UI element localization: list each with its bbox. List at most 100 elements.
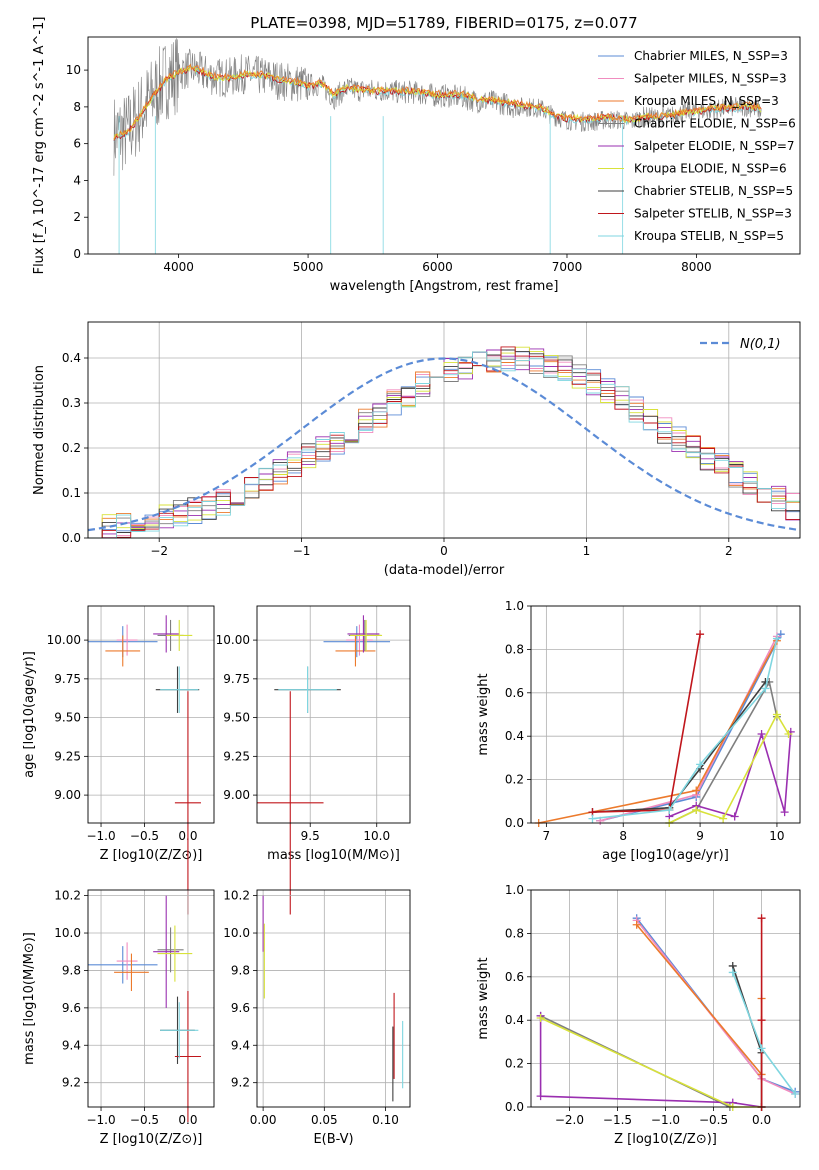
- y-tick-label: 10.0: [54, 926, 81, 940]
- y-tick-label: 9.6: [231, 1001, 250, 1015]
- y-tick-label: 0.4: [505, 1013, 524, 1027]
- gaussian-curve: [87, 357, 801, 532]
- x-tick-label: 6000: [422, 260, 453, 274]
- figure-title: PLATE=0398, MJD=51789, FIBERID=0175, z=0…: [250, 14, 637, 32]
- x-tick-label: 0.10: [372, 1113, 399, 1127]
- y-axis-label: Flux [f_λ 10^-17 erg cm^-2 s^-1 A^-1]: [32, 17, 47, 275]
- y-tick-label: 0: [73, 247, 81, 261]
- y-tick-label: 0.8: [505, 642, 524, 656]
- y-tick-label: 0.6: [505, 686, 524, 700]
- y-tick-label: 10.2: [223, 889, 250, 903]
- y-tick-label: 9.50: [223, 711, 250, 725]
- y-axis-label: age [log10(age/yr)]: [22, 651, 37, 778]
- y-tick-label: 10.00: [47, 633, 81, 647]
- x-tick-label: −1.0: [651, 1113, 680, 1127]
- legend-label: Chabrier MILES, N_SSP=3: [634, 49, 788, 63]
- series-marker: [696, 630, 705, 639]
- y-tick-label: 0.0: [505, 816, 524, 830]
- series-line: [668, 731, 792, 818]
- x-tick-label: 0.05: [311, 1113, 338, 1127]
- legend-label: Salpeter STELIB, N_SSP=3: [634, 207, 792, 221]
- series-marker: [692, 786, 701, 795]
- y-tick-label: 0.2: [505, 773, 524, 787]
- y-tick-label: 9.2: [231, 1076, 250, 1090]
- legend-label: Chabrier ELODIE, N_SSP=6: [634, 117, 796, 131]
- series-marker: [730, 812, 739, 821]
- x-tick-label: 10.0: [363, 829, 390, 843]
- legend-label: Salpeter ELODIE, N_SSP=7: [634, 139, 795, 153]
- x-tick-label: 8: [619, 829, 627, 843]
- y-tick-label: 9.8: [231, 963, 250, 977]
- series-marker: [719, 814, 728, 823]
- y-tick-label: 0.4: [505, 729, 524, 743]
- y-tick-label: 4: [73, 173, 81, 187]
- x-tick-label: 0: [440, 544, 448, 558]
- x-tick-label: −1.0: [86, 1113, 115, 1127]
- legend-label: Chabrier STELIB, N_SSP=5: [634, 184, 793, 198]
- axes-frame: [530, 605, 801, 824]
- x-tick-label: 7000: [552, 260, 583, 274]
- y-tick-label: 2: [73, 210, 81, 224]
- series-marker: [536, 1014, 545, 1023]
- axes-frame: [87, 605, 215, 824]
- x-tick-label: −0.5: [130, 1113, 159, 1127]
- axes-frame: [87, 889, 215, 1108]
- mass-vs-Z-panel: −1.0 −0.5 0.09.29.49.69.810.010.2Z [log10(…: [22, 889, 215, 1147]
- age-vs-mass-panel: 9.5 10.0 9.00 9.25 9.50 9.75 10.00 mass [log10(…: [216, 605, 411, 915]
- series-marker: [772, 634, 781, 643]
- y-tick-label: 9.00: [223, 788, 250, 802]
- x-tick-label: −1.5: [603, 1113, 632, 1127]
- x-tick-label: −0.5: [130, 829, 159, 843]
- y-tick-label: 0.3: [62, 396, 81, 410]
- axes-frame: [256, 605, 411, 824]
- y-tick-label: 9.6: [62, 1001, 81, 1015]
- residuals-panel: −2 −1 0 1 2 0.0 0.1 0.2 0.3 0.4 (data-model)/error…: [32, 321, 801, 578]
- spectrum-panel: 4000 5000 6000 7000 8000 0 2 4 6 8 10 wavelength [A…: [32, 17, 801, 294]
- y-axis-label: Normed distribution: [32, 365, 47, 495]
- y-axis-label: mass weight: [476, 957, 491, 1039]
- mass-vs-EBV-panel: 0.00 0.05 0.10 9.2 9.4 9.6 9.8 10.0 10.2 E(B-V): [223, 889, 411, 1147]
- x-tick-label: 7: [543, 829, 551, 843]
- x-axis-label: E(B-V): [313, 1132, 353, 1147]
- series-model: [113, 63, 762, 140]
- y-tick-label: 9.75: [223, 672, 250, 686]
- series-marker: [757, 730, 766, 739]
- legend-label: Kroupa ELODIE, N_SSP=6: [634, 162, 787, 176]
- x-axis-label: Z [log10(Z/Z⊙)]: [100, 848, 203, 863]
- x-axis-label: Z [log10(Z/Z⊙)]: [100, 1132, 203, 1147]
- series-marker: [728, 968, 737, 977]
- series-marker: [757, 914, 766, 923]
- x-axis-label: Z [log10(Z/Z⊙)]: [614, 1132, 717, 1147]
- x-axis-label: (data-model)/error: [384, 563, 505, 578]
- y-tick-label: 9.25: [54, 749, 81, 763]
- axes-frame: [87, 321, 801, 539]
- y-tick-label: 8: [73, 100, 81, 114]
- series-marker: [692, 805, 701, 814]
- legend-label: Kroupa STELIB, N_SSP=5: [634, 229, 784, 243]
- axes-frame: [87, 36, 801, 255]
- x-tick-label: 9: [696, 829, 704, 843]
- series-marker: [780, 808, 789, 817]
- y-tick-label: 10.00: [216, 633, 250, 647]
- legend-label: N(0,1): [740, 337, 781, 352]
- y-tick-label: 1.0: [505, 883, 524, 897]
- y-tick-label: 1.0: [505, 599, 524, 613]
- y-tick-label: 6: [73, 137, 81, 151]
- y-tick-label: 0.0: [505, 1100, 524, 1114]
- y-tick-label: 9.00: [54, 788, 81, 802]
- series-marker: [757, 1044, 766, 1053]
- histogram-series: [88, 346, 801, 539]
- series-marker: [784, 730, 793, 739]
- x-tick-label: −2.0: [555, 1113, 584, 1127]
- series-marker: [757, 1016, 766, 1025]
- series-marker: [665, 805, 674, 814]
- y-tick-label: 9.50: [54, 711, 81, 725]
- y-tick-label: 0.2: [62, 441, 81, 455]
- axes-frame: [530, 889, 801, 1108]
- x-tick-label: 8000: [681, 260, 712, 274]
- y-tick-label: 0.1: [62, 486, 81, 500]
- series-line: [539, 1015, 762, 1108]
- legend-label: Kroupa MILES, N_SSP=3: [634, 94, 779, 108]
